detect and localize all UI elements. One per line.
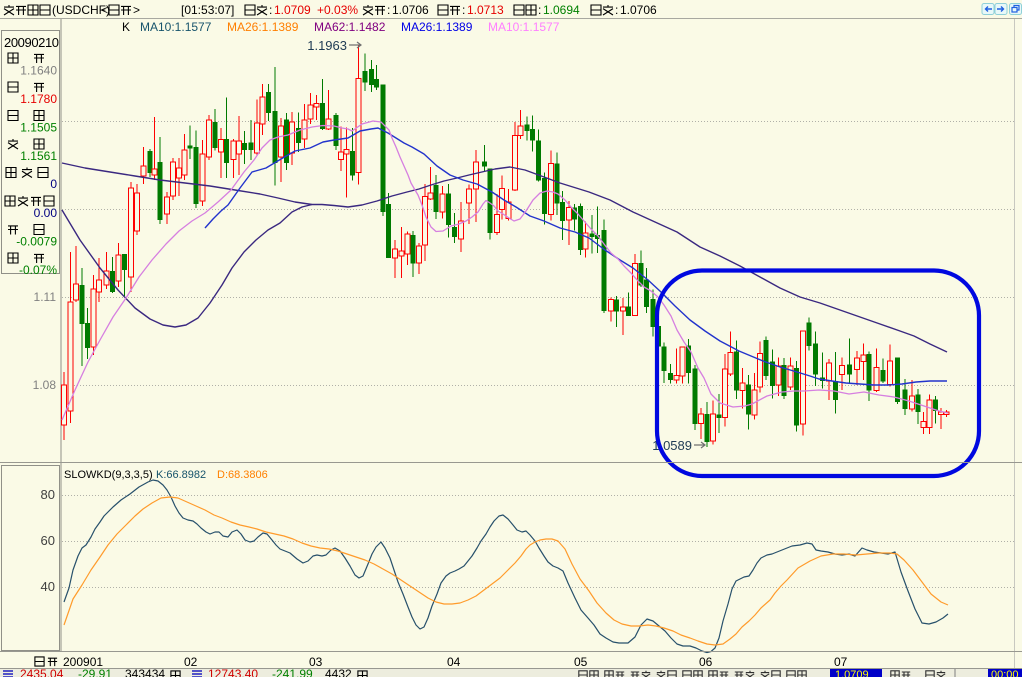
svg-text:1.0709: 1.0709	[274, 3, 311, 17]
svg-text:40: 40	[41, 579, 55, 594]
svg-text:(USDCHF): (USDCHF)	[52, 3, 110, 17]
svg-text::: :	[462, 3, 465, 17]
svg-text:MA10:1.1577: MA10:1.1577	[140, 20, 212, 34]
svg-text:02: 02	[184, 655, 198, 669]
svg-text:1.1780: 1.1780	[20, 92, 57, 106]
svg-text:03: 03	[309, 655, 323, 669]
svg-text:SLOWKD(9,3,3,5): SLOWKD(9,3,3,5)	[64, 469, 153, 481]
svg-text:-0.07%: -0.07%	[19, 263, 57, 277]
svg-text:-29.91: -29.91	[78, 667, 112, 677]
svg-text:-241.99: -241.99	[272, 667, 313, 677]
svg-text:05: 05	[574, 655, 588, 669]
svg-text:60: 60	[41, 533, 55, 548]
svg-text:1.0706: 1.0706	[392, 3, 429, 17]
svg-text:K: K	[122, 20, 130, 34]
svg-text:K:66.8982: K:66.8982	[156, 469, 206, 481]
svg-text::: :	[269, 3, 272, 17]
svg-text:MA62:1.1482: MA62:1.1482	[314, 20, 386, 34]
svg-text:20090210: 20090210	[4, 35, 59, 50]
svg-text:1.0694: 1.0694	[543, 3, 580, 17]
svg-text:>: >	[133, 3, 140, 17]
svg-text::: :	[538, 3, 541, 17]
svg-text:06: 06	[699, 655, 713, 669]
svg-text:200901: 200901	[63, 655, 103, 669]
svg-text:[01:53:07]: [01:53:07]	[181, 3, 234, 17]
svg-text:1.1640: 1.1640	[20, 64, 57, 78]
svg-text:1.1505: 1.1505	[20, 121, 57, 135]
svg-text:12743.40: 12743.40	[208, 667, 258, 677]
svg-text:343434: 343434	[125, 667, 165, 677]
svg-text:1.1963: 1.1963	[307, 38, 347, 53]
svg-text:07: 07	[834, 655, 848, 669]
svg-text:1.1561: 1.1561	[20, 149, 57, 163]
svg-text:1.08: 1.08	[33, 378, 57, 392]
svg-text:00:00: 00:00	[991, 669, 1019, 677]
svg-text::: :	[387, 3, 390, 17]
svg-text:0.00: 0.00	[34, 206, 58, 220]
svg-text::: :	[615, 3, 618, 17]
svg-text:0: 0	[50, 177, 57, 191]
svg-text:MA26:1.1389: MA26:1.1389	[401, 20, 473, 34]
svg-text:1.11: 1.11	[34, 290, 57, 304]
svg-text:1.0713: 1.0713	[467, 3, 504, 17]
svg-text:MA10:1.1577: MA10:1.1577	[488, 20, 560, 34]
svg-text:D:68.3806: D:68.3806	[217, 469, 268, 481]
svg-text:1.0706: 1.0706	[620, 3, 657, 17]
svg-text:04: 04	[447, 655, 461, 669]
svg-text:<: <	[101, 3, 108, 17]
svg-text:2435.04: 2435.04	[20, 667, 64, 677]
svg-text:MA26:1.1389: MA26:1.1389	[227, 20, 299, 34]
svg-text:4432: 4432	[325, 667, 352, 677]
svg-text:+0.03%: +0.03%	[317, 3, 358, 17]
svg-text:1.0709: 1.0709	[835, 669, 869, 677]
svg-text:80: 80	[41, 487, 55, 502]
svg-text:-0.0079: -0.0079	[16, 235, 57, 249]
